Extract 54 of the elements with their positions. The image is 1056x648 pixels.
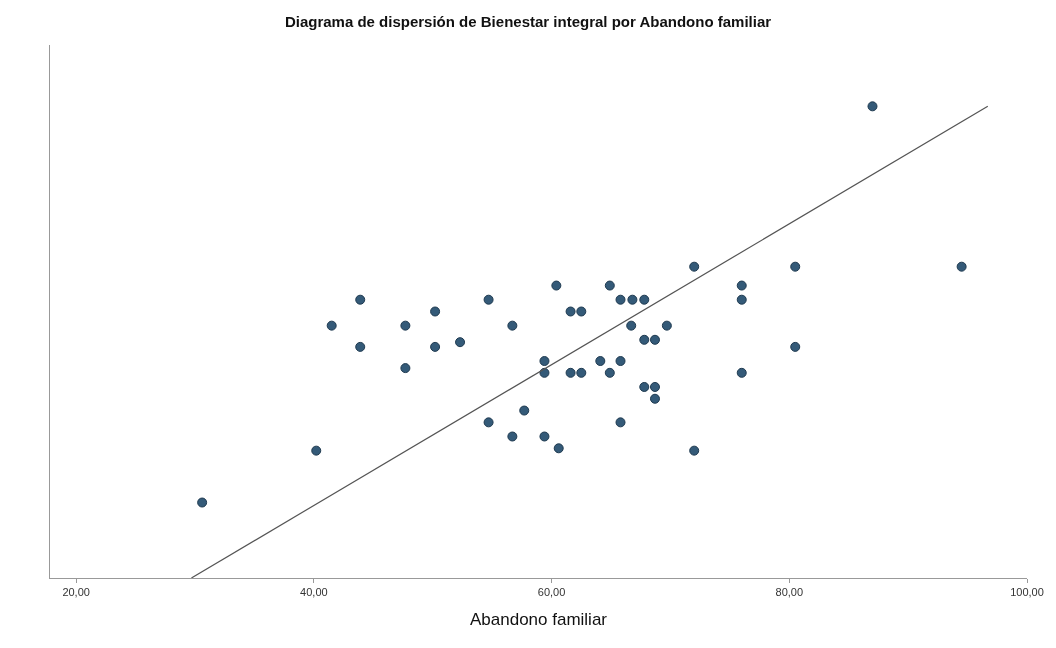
point <box>615 356 626 367</box>
chart-title: Diagrama de dispersión de Bienestar integral por Abandono familiar <box>284 12 772 30</box>
point <box>649 393 660 404</box>
point <box>689 445 700 456</box>
point <box>627 294 638 305</box>
point <box>639 294 650 305</box>
point <box>483 294 494 305</box>
point <box>956 261 967 272</box>
point <box>483 417 494 428</box>
point <box>519 405 530 416</box>
point <box>595 356 606 367</box>
point <box>661 320 672 331</box>
point <box>539 431 550 442</box>
point <box>689 261 700 272</box>
point <box>430 341 441 352</box>
point <box>615 417 626 428</box>
point <box>539 356 550 367</box>
x-tick-label: 60,00 <box>537 586 566 599</box>
point <box>551 280 562 291</box>
point <box>355 294 366 305</box>
point <box>455 337 466 348</box>
point <box>400 363 411 374</box>
x-tick-label: 100,00 <box>1010 586 1044 599</box>
point <box>736 280 747 291</box>
point <box>639 381 650 392</box>
point <box>790 341 801 352</box>
point <box>576 367 587 378</box>
x-axis-title: Abandono familiar <box>469 609 608 629</box>
point <box>326 320 337 331</box>
point <box>430 306 441 317</box>
point <box>553 443 564 454</box>
x-tick-label: 80,00 <box>775 586 804 599</box>
point <box>790 261 801 272</box>
point <box>507 320 518 331</box>
point <box>639 334 650 345</box>
point <box>615 294 626 305</box>
x-tick-label: 20,00 <box>62 586 90 599</box>
point <box>867 101 878 112</box>
point <box>604 280 615 291</box>
point <box>197 497 208 508</box>
point <box>311 445 322 456</box>
point <box>565 367 576 378</box>
point <box>565 306 576 317</box>
point <box>355 341 366 352</box>
point <box>576 306 587 317</box>
point <box>626 320 637 331</box>
point <box>736 367 747 378</box>
x-tick-label: 40,00 <box>300 586 328 599</box>
point <box>649 381 660 392</box>
point <box>649 334 660 345</box>
point <box>604 367 615 378</box>
point <box>400 320 411 331</box>
point <box>736 294 747 305</box>
point <box>507 431 518 442</box>
